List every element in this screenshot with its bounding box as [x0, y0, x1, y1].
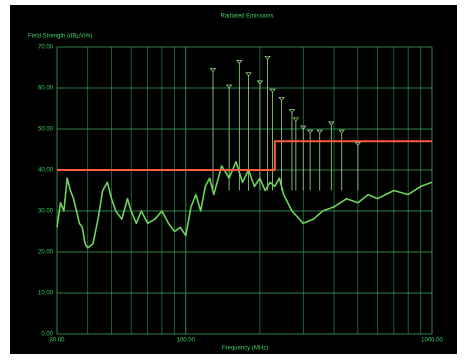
peak-marker — [269, 88, 276, 93]
chart-title: Radiated Emissions — [220, 14, 273, 20]
y-tick-label: 20.00 — [38, 250, 54, 256]
y-tick-label: 60.00 — [38, 86, 54, 92]
peak-marker — [288, 109, 296, 114]
peak-marker — [338, 129, 345, 134]
limit-line — [57, 140, 432, 171]
peak-marker — [236, 60, 243, 64]
peak-marker — [245, 72, 252, 77]
peak-marker — [306, 129, 314, 134]
y-tick-label: 50.00 — [38, 127, 54, 133]
peak-marker — [225, 84, 233, 89]
y-tick-label: 10.00 — [38, 291, 54, 297]
emission-trace — [56, 161, 433, 249]
x-axis-label: Frequency (MHz) — [222, 346, 268, 352]
peak-marker — [209, 68, 217, 73]
y-tick-label: 70.00 — [38, 45, 54, 51]
peak-marker — [299, 125, 307, 130]
peak-marker — [278, 96, 285, 101]
x-tick-label: 1000.00 — [421, 338, 443, 344]
peak-marker — [328, 121, 335, 126]
peak-marker — [264, 55, 271, 60]
peak-marker — [354, 142, 362, 146]
peak-marker — [316, 129, 323, 134]
x-tick-label: 100.00 — [177, 338, 196, 344]
x-tick-label: 30.00 — [49, 338, 65, 344]
peak-marker — [292, 117, 300, 122]
peak-marker — [256, 80, 264, 85]
y-axis-label: Field Strength (dBµV/m) — [28, 34, 92, 40]
plot-background — [10, 5, 457, 354]
y-tick-label: 40.00 — [38, 168, 54, 174]
y-tick-label: 30.00 — [38, 209, 54, 215]
y-tick-label: 0.00 — [41, 332, 53, 338]
